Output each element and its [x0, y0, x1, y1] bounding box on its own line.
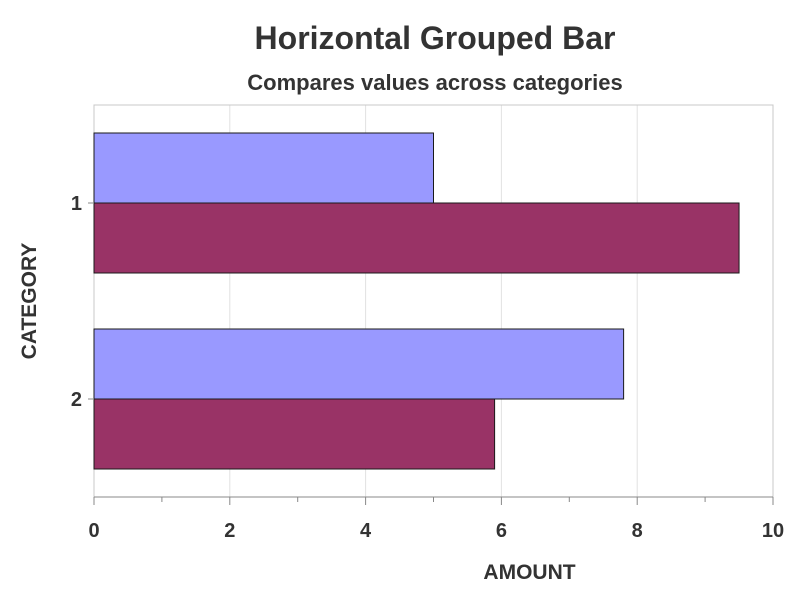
chart-subtitle: Compares values across categories	[247, 70, 623, 95]
x-tick-label-4: 8	[632, 520, 643, 542]
chart-title: Horizontal Grouped Bar	[254, 20, 616, 56]
x-tick-label-5: 10	[762, 520, 784, 542]
bar-series1-category-2	[93, 328, 625, 400]
x-tick-label-1: 2	[224, 520, 235, 542]
bar-series2-category-2	[93, 398, 496, 470]
bar-series2-category-1	[93, 202, 740, 274]
y-axis-label: CATEGORY	[18, 243, 41, 360]
x-axis-label: AMOUNT	[483, 561, 575, 584]
x-tick-label-2: 4	[360, 520, 372, 542]
y-tick-label-2: 2	[71, 389, 82, 411]
x-tick-label-3: 6	[496, 520, 507, 542]
y-tick-label-1: 1	[71, 193, 82, 215]
bar-series1-category-1	[93, 132, 434, 204]
x-tick-label-0: 0	[88, 520, 99, 542]
